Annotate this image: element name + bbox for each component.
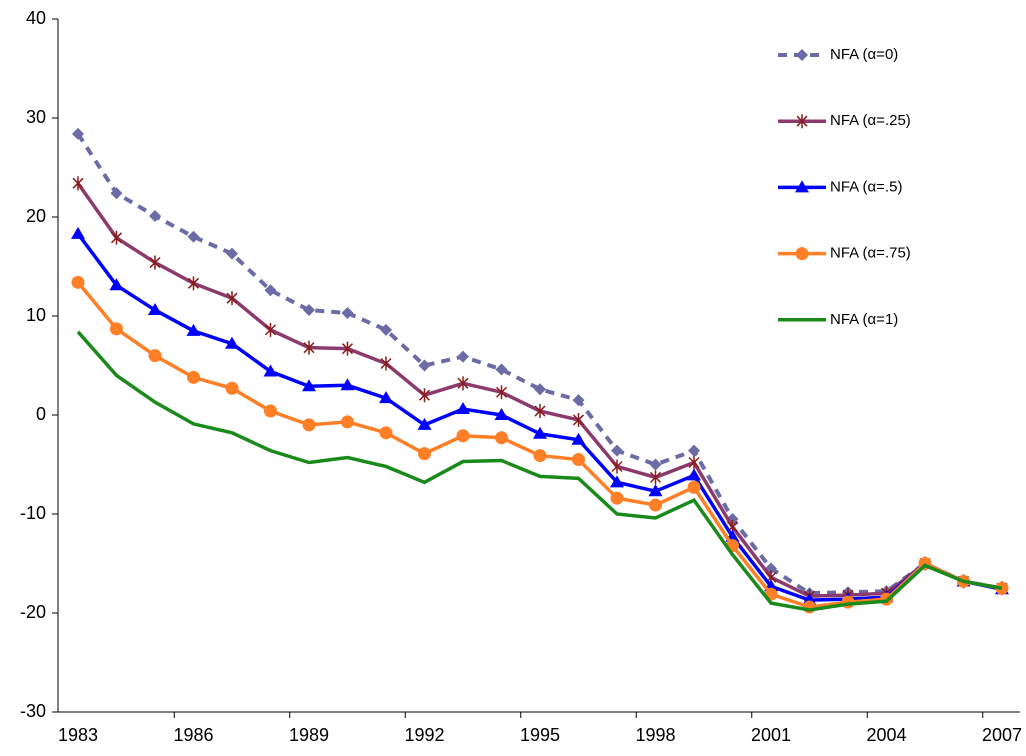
marker xyxy=(264,322,277,337)
marker xyxy=(264,284,277,297)
marker xyxy=(225,336,239,349)
marker xyxy=(341,307,354,320)
marker xyxy=(572,412,585,427)
marker xyxy=(534,404,546,419)
marker xyxy=(572,394,585,407)
marker xyxy=(149,210,161,223)
marker xyxy=(71,275,85,289)
series-line xyxy=(76,132,1003,596)
marker xyxy=(457,376,469,391)
marker xyxy=(649,470,662,485)
marker xyxy=(187,276,200,291)
marker xyxy=(187,230,200,243)
marker xyxy=(418,388,431,403)
marker xyxy=(418,359,431,372)
marker xyxy=(417,417,432,430)
marker xyxy=(302,379,316,392)
marker xyxy=(457,350,469,363)
legend-marker xyxy=(795,180,809,193)
marker xyxy=(687,480,701,494)
marker xyxy=(380,356,392,371)
marker xyxy=(379,426,393,440)
marker xyxy=(688,444,700,457)
x-tick-label: 1998 xyxy=(635,725,675,745)
legend-marker xyxy=(796,49,808,61)
marker xyxy=(418,447,431,461)
marker xyxy=(109,278,124,291)
marker xyxy=(302,418,316,432)
marker xyxy=(495,385,508,400)
marker xyxy=(303,340,315,355)
marker xyxy=(571,432,586,445)
x-tick-label: 1983 xyxy=(58,725,98,745)
y-tick-label: -30 xyxy=(20,701,46,721)
marker xyxy=(494,408,509,420)
marker xyxy=(71,226,85,239)
y-tick-label: 30 xyxy=(26,107,46,127)
marker xyxy=(572,453,585,467)
legend-label: NFA (α=1) xyxy=(830,311,898,328)
marker xyxy=(610,475,624,488)
marker xyxy=(149,255,161,270)
y-tick-label: -10 xyxy=(20,503,46,523)
marker xyxy=(72,127,84,140)
marker xyxy=(263,364,278,377)
marker xyxy=(341,341,354,356)
x-tick-label: 1986 xyxy=(173,725,213,745)
x-tick-label: 2004 xyxy=(866,725,906,745)
marker xyxy=(380,323,392,336)
marker xyxy=(611,444,623,457)
y-tick-label: 10 xyxy=(26,305,46,325)
legend-label: NFA (α=.75) xyxy=(830,245,911,262)
y-tick-label: 0 xyxy=(36,404,46,424)
x-tick-label: 2001 xyxy=(751,725,791,745)
marker xyxy=(110,322,123,336)
legend-label: NFA (α=.5) xyxy=(830,178,902,195)
marker xyxy=(72,176,84,191)
marker xyxy=(688,455,700,470)
marker xyxy=(303,304,315,317)
legend-marker xyxy=(796,114,808,129)
marker xyxy=(648,484,663,497)
marker xyxy=(649,458,662,471)
marker xyxy=(340,378,355,391)
marker xyxy=(649,498,662,512)
marker xyxy=(226,291,238,306)
x-tick-label: 2007 xyxy=(982,725,1022,745)
marker xyxy=(379,391,393,404)
marker xyxy=(186,323,201,336)
x-tick-label: 1992 xyxy=(404,725,444,745)
series-line xyxy=(76,281,1003,609)
marker xyxy=(110,230,123,245)
y-tick-label: -20 xyxy=(20,602,46,622)
legend-marker xyxy=(795,247,809,261)
marker xyxy=(611,459,623,474)
marker xyxy=(456,402,470,415)
marker xyxy=(110,187,123,200)
marker xyxy=(148,349,162,363)
marker xyxy=(533,449,547,463)
marker xyxy=(610,491,624,505)
y-tick-label: 20 xyxy=(26,206,46,226)
series-line xyxy=(76,330,1003,612)
legend-label: NFA (α=0) xyxy=(830,46,898,63)
marker xyxy=(534,383,546,396)
x-tick-label: 1995 xyxy=(520,725,560,745)
marker xyxy=(226,247,238,260)
marker xyxy=(264,404,277,418)
x-tick-label: 1989 xyxy=(289,725,329,745)
marker xyxy=(225,381,239,395)
marker xyxy=(148,303,162,316)
marker xyxy=(495,363,508,376)
marker xyxy=(687,468,701,481)
y-tick-label: 40 xyxy=(26,8,46,28)
marker xyxy=(456,429,470,443)
marker xyxy=(495,431,508,445)
marker xyxy=(187,370,200,384)
marker xyxy=(341,415,354,429)
marker xyxy=(533,426,547,439)
legend-label: NFA (α=.25) xyxy=(830,112,911,129)
